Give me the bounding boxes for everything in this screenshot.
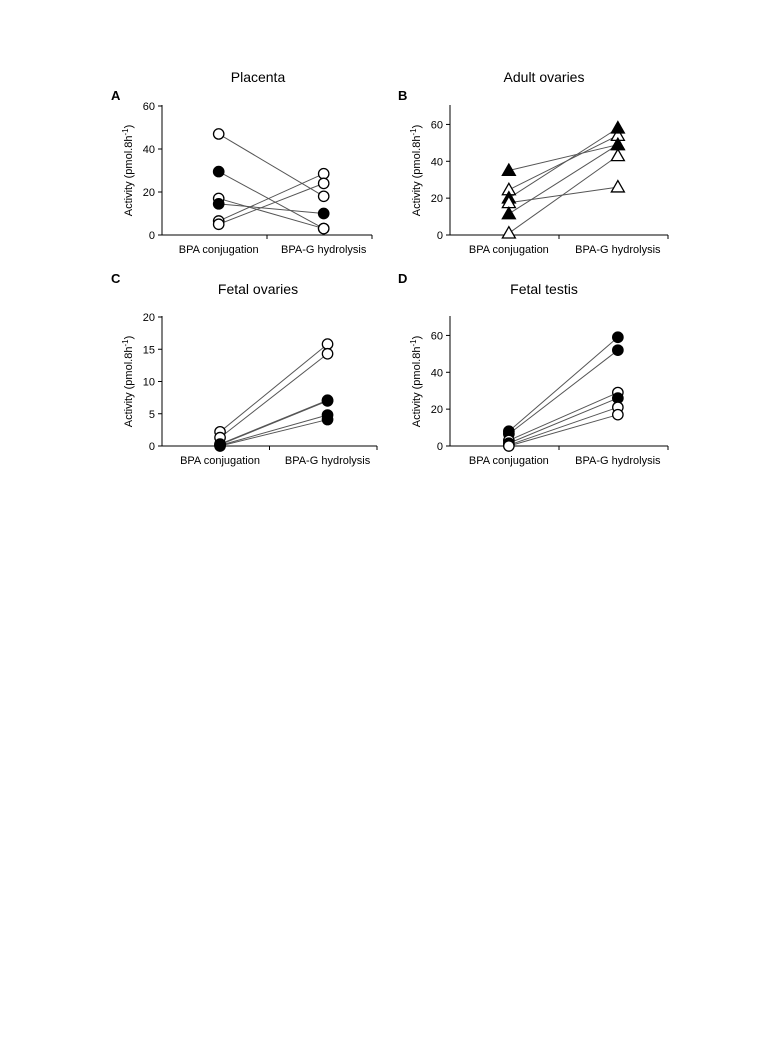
- y-tick-label: 40: [431, 156, 443, 168]
- panel-letter: C: [111, 271, 121, 286]
- series-line: [218, 133, 324, 197]
- data-point: [317, 207, 330, 220]
- series-line: [219, 399, 328, 445]
- data-point: [612, 344, 624, 357]
- panel-C: C Fetal ovaries 0 5 10 15 20 BPA conjugation BPA…: [111, 271, 378, 467]
- y-tick-label: 60: [143, 101, 155, 113]
- data-point: [612, 408, 624, 421]
- series-line: [508, 414, 618, 447]
- panel-letter: B: [398, 88, 407, 103]
- panel-D: D Fetal testis 0 20 40 60 BPA conjugation BPA-G…: [398, 271, 669, 467]
- data-point: [212, 128, 225, 140]
- panel-A: A Placenta 0 20 40 60 BPA conjugation BPA-G hyd…: [111, 69, 373, 256]
- data-point: [610, 179, 626, 193]
- data-point: [501, 225, 517, 239]
- x-tick-label: BPA conjugation: [469, 244, 549, 256]
- data-point: [321, 394, 334, 407]
- data-point: [212, 165, 225, 178]
- series-line: [508, 127, 619, 199]
- y-axis-title: Activity (pmol.8h-1): [409, 336, 423, 428]
- series-line: [219, 400, 328, 446]
- series-line: [508, 144, 618, 171]
- data-point: [212, 197, 225, 210]
- series-line: [218, 173, 324, 222]
- y-tick-label: 0: [437, 230, 443, 242]
- data-point: [612, 331, 624, 344]
- series-line: [508, 349, 619, 435]
- data-point: [317, 222, 330, 235]
- x-tick-label: BPA-G hydrolysis: [281, 244, 367, 256]
- x-tick-label: BPA-G hydrolysis: [575, 455, 661, 467]
- panel-letter: D: [398, 271, 407, 286]
- series-line: [218, 203, 324, 214]
- series-line: [218, 171, 324, 229]
- data-point: [317, 177, 330, 190]
- series-line: [219, 353, 328, 439]
- panel-title: Adult ovaries: [504, 69, 585, 85]
- data-point: [321, 413, 334, 426]
- y-tick-label: 20: [143, 187, 155, 199]
- y-tick-label: 0: [437, 441, 443, 453]
- series-line: [508, 397, 619, 444]
- x-tick-label: BPA conjugation: [180, 455, 260, 467]
- y-tick-label: 40: [431, 367, 443, 379]
- series-line: [508, 392, 619, 441]
- y-tick-label: 60: [431, 330, 443, 342]
- series-line: [218, 182, 324, 225]
- panel-title: Fetal ovaries: [218, 281, 298, 297]
- series-line: [508, 155, 619, 234]
- series-line: [219, 414, 328, 446]
- data-point: [503, 440, 515, 452]
- series-line: [508, 406, 619, 446]
- y-tick-label: 20: [431, 404, 443, 416]
- y-tick-label: 40: [143, 144, 155, 156]
- y-tick-label: 5: [149, 409, 155, 421]
- series-line: [218, 197, 324, 230]
- panel-title: Placenta: [231, 69, 286, 85]
- series-line: [508, 144, 619, 215]
- x-tick-label: BPA-G hydrolysis: [575, 244, 661, 256]
- data-point: [321, 347, 334, 360]
- series-line: [219, 419, 328, 447]
- panel-title: Fetal testis: [510, 281, 578, 297]
- y-tick-label: 20: [143, 312, 155, 324]
- y-tick-label: 0: [149, 441, 155, 453]
- data-point: [212, 218, 225, 231]
- panel-letter: A: [111, 88, 121, 103]
- data-point: [317, 167, 330, 180]
- series-line: [508, 336, 619, 432]
- data-point: [501, 205, 517, 220]
- x-tick-label: BPA conjugation: [179, 244, 259, 256]
- y-tick-label: 60: [431, 119, 443, 131]
- panel-B: B Adult ovaries 0 20 40 60 BPA conjugation BPA-…: [398, 69, 669, 256]
- y-tick-label: 15: [143, 344, 155, 356]
- y-axis-title: Activity (pmol.8h-1): [121, 336, 135, 428]
- data-point: [610, 147, 626, 162]
- y-tick-label: 10: [143, 377, 155, 389]
- y-tick-label: 0: [149, 230, 155, 242]
- data-point: [321, 338, 334, 350]
- data-point: [610, 120, 626, 134]
- y-axis-title: Activity (pmol.8h-1): [409, 125, 423, 217]
- data-point: [501, 162, 517, 177]
- series-line: [219, 343, 328, 433]
- data-point: [317, 190, 330, 203]
- data-point: [214, 440, 226, 452]
- x-tick-label: BPA-G hydrolysis: [285, 455, 371, 467]
- y-tick-label: 20: [431, 193, 443, 205]
- y-axis-title: Activity (pmol.8h-1): [121, 125, 135, 217]
- x-tick-label: BPA conjugation: [469, 455, 549, 467]
